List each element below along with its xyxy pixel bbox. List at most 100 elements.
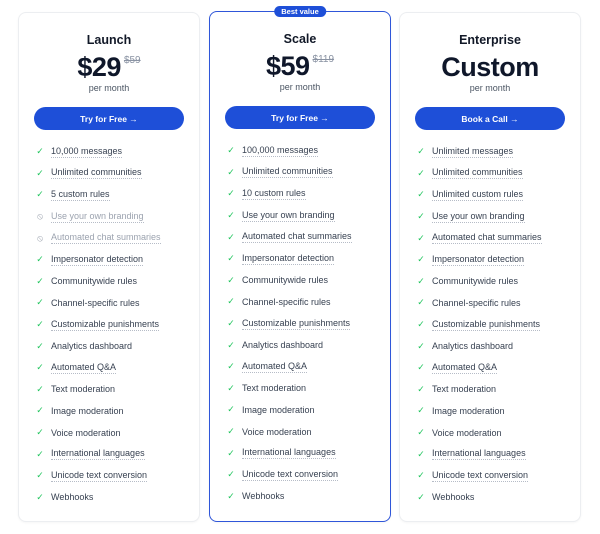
feature-label: Voice moderation bbox=[242, 426, 312, 437]
feature-label: Communitywide rules bbox=[432, 276, 519, 287]
feature-item: ✓ Impersonator detection bbox=[226, 248, 390, 270]
feature-label[interactable]: Unicode text conversion bbox=[51, 469, 148, 482]
plan-name: Launch bbox=[86, 33, 132, 47]
feature-item: ✓ Webhooks bbox=[416, 487, 580, 509]
check-icon: ✓ bbox=[227, 361, 235, 372]
feature-item: ✓ Communitywide rules bbox=[35, 271, 199, 293]
feature-label[interactable]: International languages bbox=[432, 448, 526, 461]
feature-item: ✓ Image moderation bbox=[416, 400, 580, 422]
feature-label: Channel-specific rules bbox=[242, 296, 331, 307]
check-icon: ✓ bbox=[36, 189, 44, 200]
feature-label[interactable]: Impersonator detection bbox=[432, 253, 525, 266]
feature-label[interactable]: Unlimited custom rules bbox=[432, 188, 524, 201]
check-icon: ✓ bbox=[36, 297, 44, 308]
feature-item: ✓ Text moderation bbox=[226, 378, 390, 400]
feature-label[interactable]: Automated Q&A bbox=[242, 360, 308, 373]
feature-item: ✓ Analytics dashboard bbox=[35, 335, 199, 357]
feature-label[interactable]: 100,000 messages bbox=[242, 144, 319, 157]
feature-label[interactable]: Impersonator detection bbox=[242, 252, 335, 265]
feature-label[interactable]: 5 custom rules bbox=[51, 188, 110, 201]
feature-label[interactable]: 10,000 messages bbox=[51, 145, 123, 158]
check-icon: ✓ bbox=[227, 145, 235, 156]
feature-item: ✓ Unlimited messages bbox=[416, 141, 580, 163]
check-icon: ✓ bbox=[417, 167, 425, 178]
feature-label: Channel-specific rules bbox=[51, 297, 140, 308]
check-icon: ✓ bbox=[417, 340, 425, 351]
feature-label[interactable]: Unicode text conversion bbox=[242, 468, 339, 481]
feature-label[interactable]: Impersonator detection bbox=[51, 253, 144, 266]
check-icon: ✓ bbox=[417, 275, 425, 286]
feature-label[interactable]: Unicode text conversion bbox=[432, 469, 529, 482]
feature-label: Analytics dashboard bbox=[432, 341, 514, 352]
feature-label[interactable]: Unlimited communities bbox=[51, 167, 142, 180]
feature-label[interactable]: Automated Q&A bbox=[51, 361, 117, 374]
feature-item: ✓ Voice moderation bbox=[226, 421, 390, 443]
feature-label[interactable]: Automated chat summaries bbox=[51, 232, 161, 245]
feature-label[interactable]: Customizable punishments bbox=[51, 318, 160, 331]
feature-label: Text moderation bbox=[242, 383, 307, 394]
feature-label[interactable]: Automated Q&A bbox=[432, 361, 498, 374]
check-icon: ✓ bbox=[417, 405, 425, 416]
feature-item: ✓ Communitywide rules bbox=[416, 271, 580, 293]
launch-cta-button[interactable]: Try for Free → bbox=[34, 107, 184, 130]
check-icon: ✓ bbox=[227, 318, 235, 329]
original-price: $119 bbox=[312, 54, 335, 65]
feature-item: ✓ Automated Q&A bbox=[416, 357, 580, 379]
feature-item: ✓ Unicode text conversion bbox=[35, 465, 199, 487]
feature-item: ✓ Customizable punishments bbox=[35, 314, 199, 336]
check-icon: ✓ bbox=[227, 490, 235, 501]
price: Custom bbox=[441, 52, 539, 82]
feature-item: ✓ Webhooks bbox=[226, 486, 390, 508]
feature-item: ✓ Use your own branding bbox=[416, 206, 580, 228]
check-icon: ✓ bbox=[417, 470, 425, 481]
price-row: Custom bbox=[400, 52, 580, 82]
check-icon: ✓ bbox=[227, 296, 235, 307]
feature-item: ✓ Image moderation bbox=[226, 399, 390, 421]
check-icon: ✓ bbox=[417, 254, 425, 265]
feature-label: Analytics dashboard bbox=[51, 341, 133, 352]
feature-label[interactable]: International languages bbox=[242, 447, 336, 460]
scale-cta-button[interactable]: Try for Free → bbox=[225, 106, 375, 129]
check-icon: ✓ bbox=[36, 383, 44, 394]
check-icon: ✓ bbox=[417, 427, 425, 438]
feature-label[interactable]: Unlimited messages bbox=[432, 145, 514, 158]
feature-item: ✓ Unlimited communities bbox=[35, 163, 199, 185]
feature-label[interactable]: Automated chat summaries bbox=[242, 231, 352, 244]
feature-item: ✓ Customizable punishments bbox=[226, 313, 390, 335]
feature-item: ✓ Unlimited communities bbox=[226, 162, 390, 184]
feature-label[interactable]: Use your own branding bbox=[432, 210, 525, 223]
feature-label[interactable]: Customizable punishments bbox=[242, 317, 351, 330]
feature-item: ✓ 100,000 messages bbox=[226, 140, 390, 162]
feature-label[interactable]: Use your own branding bbox=[51, 210, 144, 223]
check-icon: ✓ bbox=[36, 427, 44, 438]
feature-item: ✓ Unlimited custom rules bbox=[416, 184, 580, 206]
feature-label: Channel-specific rules bbox=[432, 297, 521, 308]
check-icon: ✓ bbox=[36, 491, 44, 502]
feature-label: Voice moderation bbox=[432, 427, 502, 438]
feature-label[interactable]: International languages bbox=[51, 448, 145, 461]
feature-list: ✓ 10,000 messages ✓ Unlimited communities ✓ 5… bbox=[35, 141, 199, 508]
feature-label[interactable]: Unlimited communities bbox=[432, 167, 523, 180]
enterprise-cta-button[interactable]: Book a Call → bbox=[415, 107, 565, 130]
billing-period: per month bbox=[469, 83, 511, 93]
check-icon: ✓ bbox=[36, 470, 44, 481]
feature-label: Text moderation bbox=[51, 384, 116, 395]
feature-item: ✓ Analytics dashboard bbox=[416, 335, 580, 357]
feature-label: Communitywide rules bbox=[242, 275, 329, 286]
feature-label[interactable]: Customizable punishments bbox=[432, 318, 541, 331]
feature-label[interactable]: Use your own branding bbox=[242, 209, 335, 222]
feature-label[interactable]: Automated chat summaries bbox=[432, 232, 542, 245]
check-icon: ✓ bbox=[227, 210, 235, 221]
feature-item: ✓ Automated Q&A bbox=[35, 357, 199, 379]
feature-item: ✓ Automated chat summaries bbox=[226, 226, 390, 248]
feature-label[interactable]: 10 custom rules bbox=[242, 187, 306, 200]
feature-list: ✓ 100,000 messages ✓ Unlimited communities ✓… bbox=[226, 140, 390, 507]
feature-item: ✓ Webhooks bbox=[35, 487, 199, 509]
feature-label[interactable]: Unlimited communities bbox=[242, 166, 333, 179]
feature-item: ✓ 10,000 messages bbox=[35, 141, 199, 163]
feature-item: ✓ International languages bbox=[226, 442, 390, 464]
feature-item: ✓ Impersonator detection bbox=[416, 249, 580, 271]
check-icon: ✓ bbox=[227, 404, 235, 415]
check-icon: ✓ bbox=[227, 469, 235, 480]
check-icon: ✓ bbox=[36, 275, 44, 286]
